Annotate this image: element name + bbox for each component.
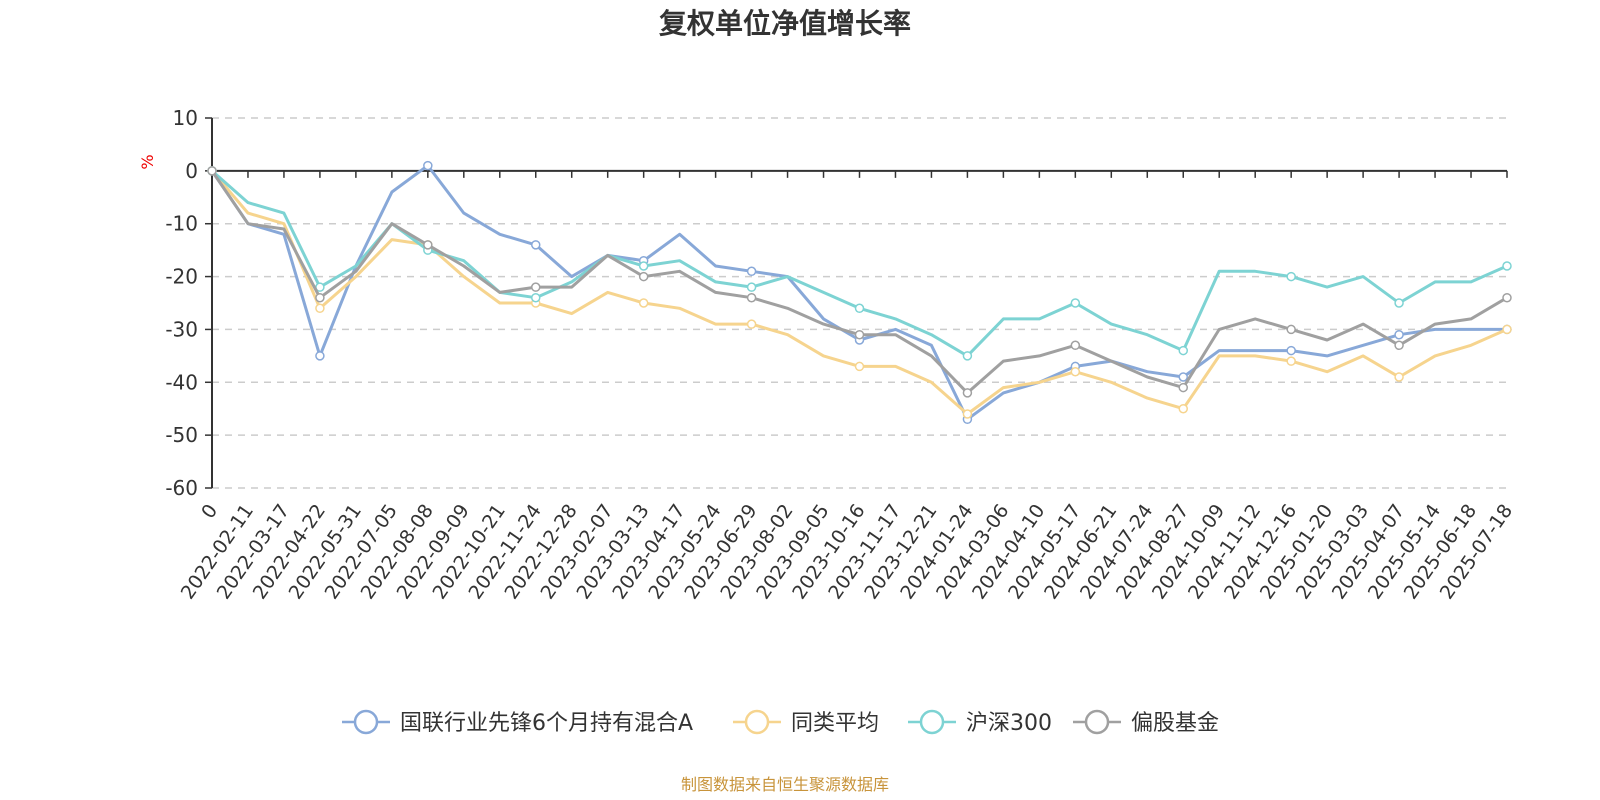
series-1 xyxy=(207,160,1512,425)
data-point xyxy=(638,271,649,282)
y-axis-unit: % xyxy=(138,154,157,169)
data-point xyxy=(854,303,865,314)
legend-marker-icon xyxy=(919,709,945,735)
series-2 xyxy=(207,166,1512,419)
y-tick-label: -50 xyxy=(165,423,198,447)
legend-marker-icon xyxy=(1084,709,1110,735)
data-point xyxy=(1286,324,1296,335)
data-point xyxy=(854,361,865,372)
data-point xyxy=(315,351,325,361)
data-point xyxy=(1070,340,1081,351)
data-point xyxy=(315,292,325,303)
data-point xyxy=(854,329,865,340)
data-point xyxy=(1070,366,1081,377)
data-point xyxy=(1394,329,1404,340)
data-point xyxy=(1178,382,1188,393)
chart-title: 复权单位净值增长率 xyxy=(659,7,911,40)
data-point xyxy=(423,240,433,250)
data-point xyxy=(1070,298,1081,308)
legend-marker-icon xyxy=(744,709,770,735)
data-point xyxy=(1286,345,1296,356)
series-line xyxy=(210,169,1508,416)
data-point xyxy=(1178,403,1188,414)
legend-label: 偏股基金 xyxy=(1131,711,1219,736)
legend-label: 国联行业先锋6个月持有混合A xyxy=(400,711,693,736)
data-point xyxy=(1178,372,1188,382)
data-point xyxy=(315,303,325,314)
data-point xyxy=(1286,271,1296,282)
legend-item[interactable]: 偏股基金 xyxy=(1073,709,1219,736)
data-point xyxy=(638,298,649,308)
data-point xyxy=(746,319,757,329)
legend[interactable]: 国联行业先锋6个月持有混合A 同类平均 沪深300 偏股基金 xyxy=(342,709,1219,736)
data-point xyxy=(1502,261,1512,271)
data-point xyxy=(1502,292,1512,303)
y-tick-label: -20 xyxy=(165,265,198,289)
data-point xyxy=(423,160,433,171)
series-3 xyxy=(207,166,1512,361)
legend-item[interactable]: 国联行业先锋6个月持有混合A xyxy=(342,709,693,736)
series-line xyxy=(210,164,1507,421)
series-4 xyxy=(207,166,1512,398)
series-line xyxy=(211,169,1508,358)
data-point xyxy=(746,292,757,303)
data-point xyxy=(638,261,649,271)
y-tick-label: 10 xyxy=(173,106,198,130)
data-point xyxy=(531,292,541,303)
data-point xyxy=(1286,356,1296,366)
legend-item[interactable]: 同类平均 xyxy=(733,709,879,736)
y-tick-label: -40 xyxy=(165,370,198,394)
data-point xyxy=(746,282,757,292)
data-point xyxy=(1394,372,1404,382)
series-lines xyxy=(207,160,1512,425)
y-tick-label: -10 xyxy=(165,212,198,236)
legend-label: 沪深300 xyxy=(966,711,1052,736)
legend-item[interactable]: 沪深300 xyxy=(908,709,1052,736)
data-point xyxy=(531,240,541,250)
data-point xyxy=(1394,340,1404,351)
data-point xyxy=(1178,345,1188,356)
data-point xyxy=(1502,324,1512,335)
y-tick-label: -60 xyxy=(165,476,198,500)
data-point xyxy=(1394,298,1404,308)
y-tick-label: -30 xyxy=(165,317,198,341)
data-point xyxy=(962,409,973,419)
y-tick-label: 0 xyxy=(185,159,198,183)
data-point xyxy=(207,166,217,176)
data-point xyxy=(746,266,757,277)
data-source-note: 制图数据来自恒生聚源数据库 xyxy=(681,775,889,794)
legend-label: 同类平均 xyxy=(791,711,879,736)
legend-marker-icon xyxy=(353,709,379,735)
data-point xyxy=(962,351,973,361)
data-point xyxy=(962,388,973,398)
x-tick-label: 0 xyxy=(197,500,222,523)
data-point xyxy=(531,282,541,292)
